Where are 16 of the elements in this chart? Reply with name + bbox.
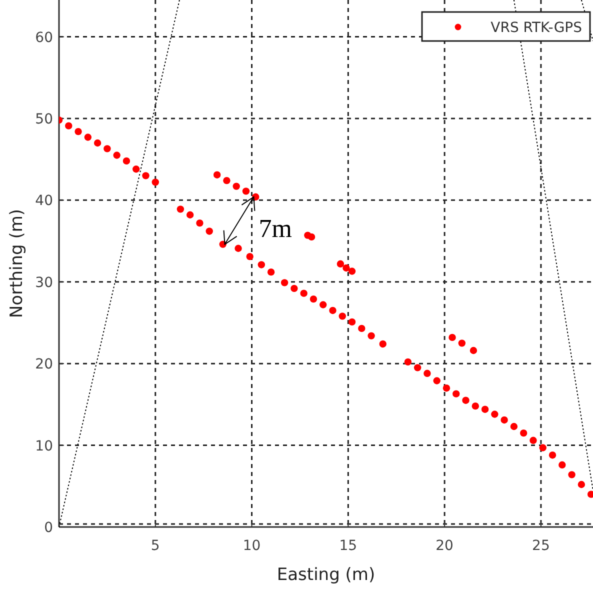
y-tick-label: 20 — [35, 356, 53, 373]
y-tick-label: 30 — [35, 274, 53, 291]
y-axis-title: Northing (m) — [7, 208, 27, 318]
x-axis-title: Easting (m) — [276, 565, 376, 585]
x-tick-label: 5 — [150, 538, 160, 554]
x-tick-label: 20 — [436, 538, 454, 554]
x-tick-label: 10 — [242, 538, 261, 554]
y-tick-label: 0 — [44, 520, 53, 536]
x-tick-label: 15 — [339, 538, 358, 554]
y-tick-label: 40 — [35, 193, 53, 210]
y-tick-label: 50 — [35, 111, 53, 128]
y-tick-label: 60 — [35, 30, 53, 46]
annotation: 7m — [258, 214, 292, 243]
legend-label: VRS RTK-GPS — [490, 20, 582, 36]
x-tick-label: 25 — [532, 538, 550, 554]
y-tick-label: 10 — [35, 438, 53, 454]
